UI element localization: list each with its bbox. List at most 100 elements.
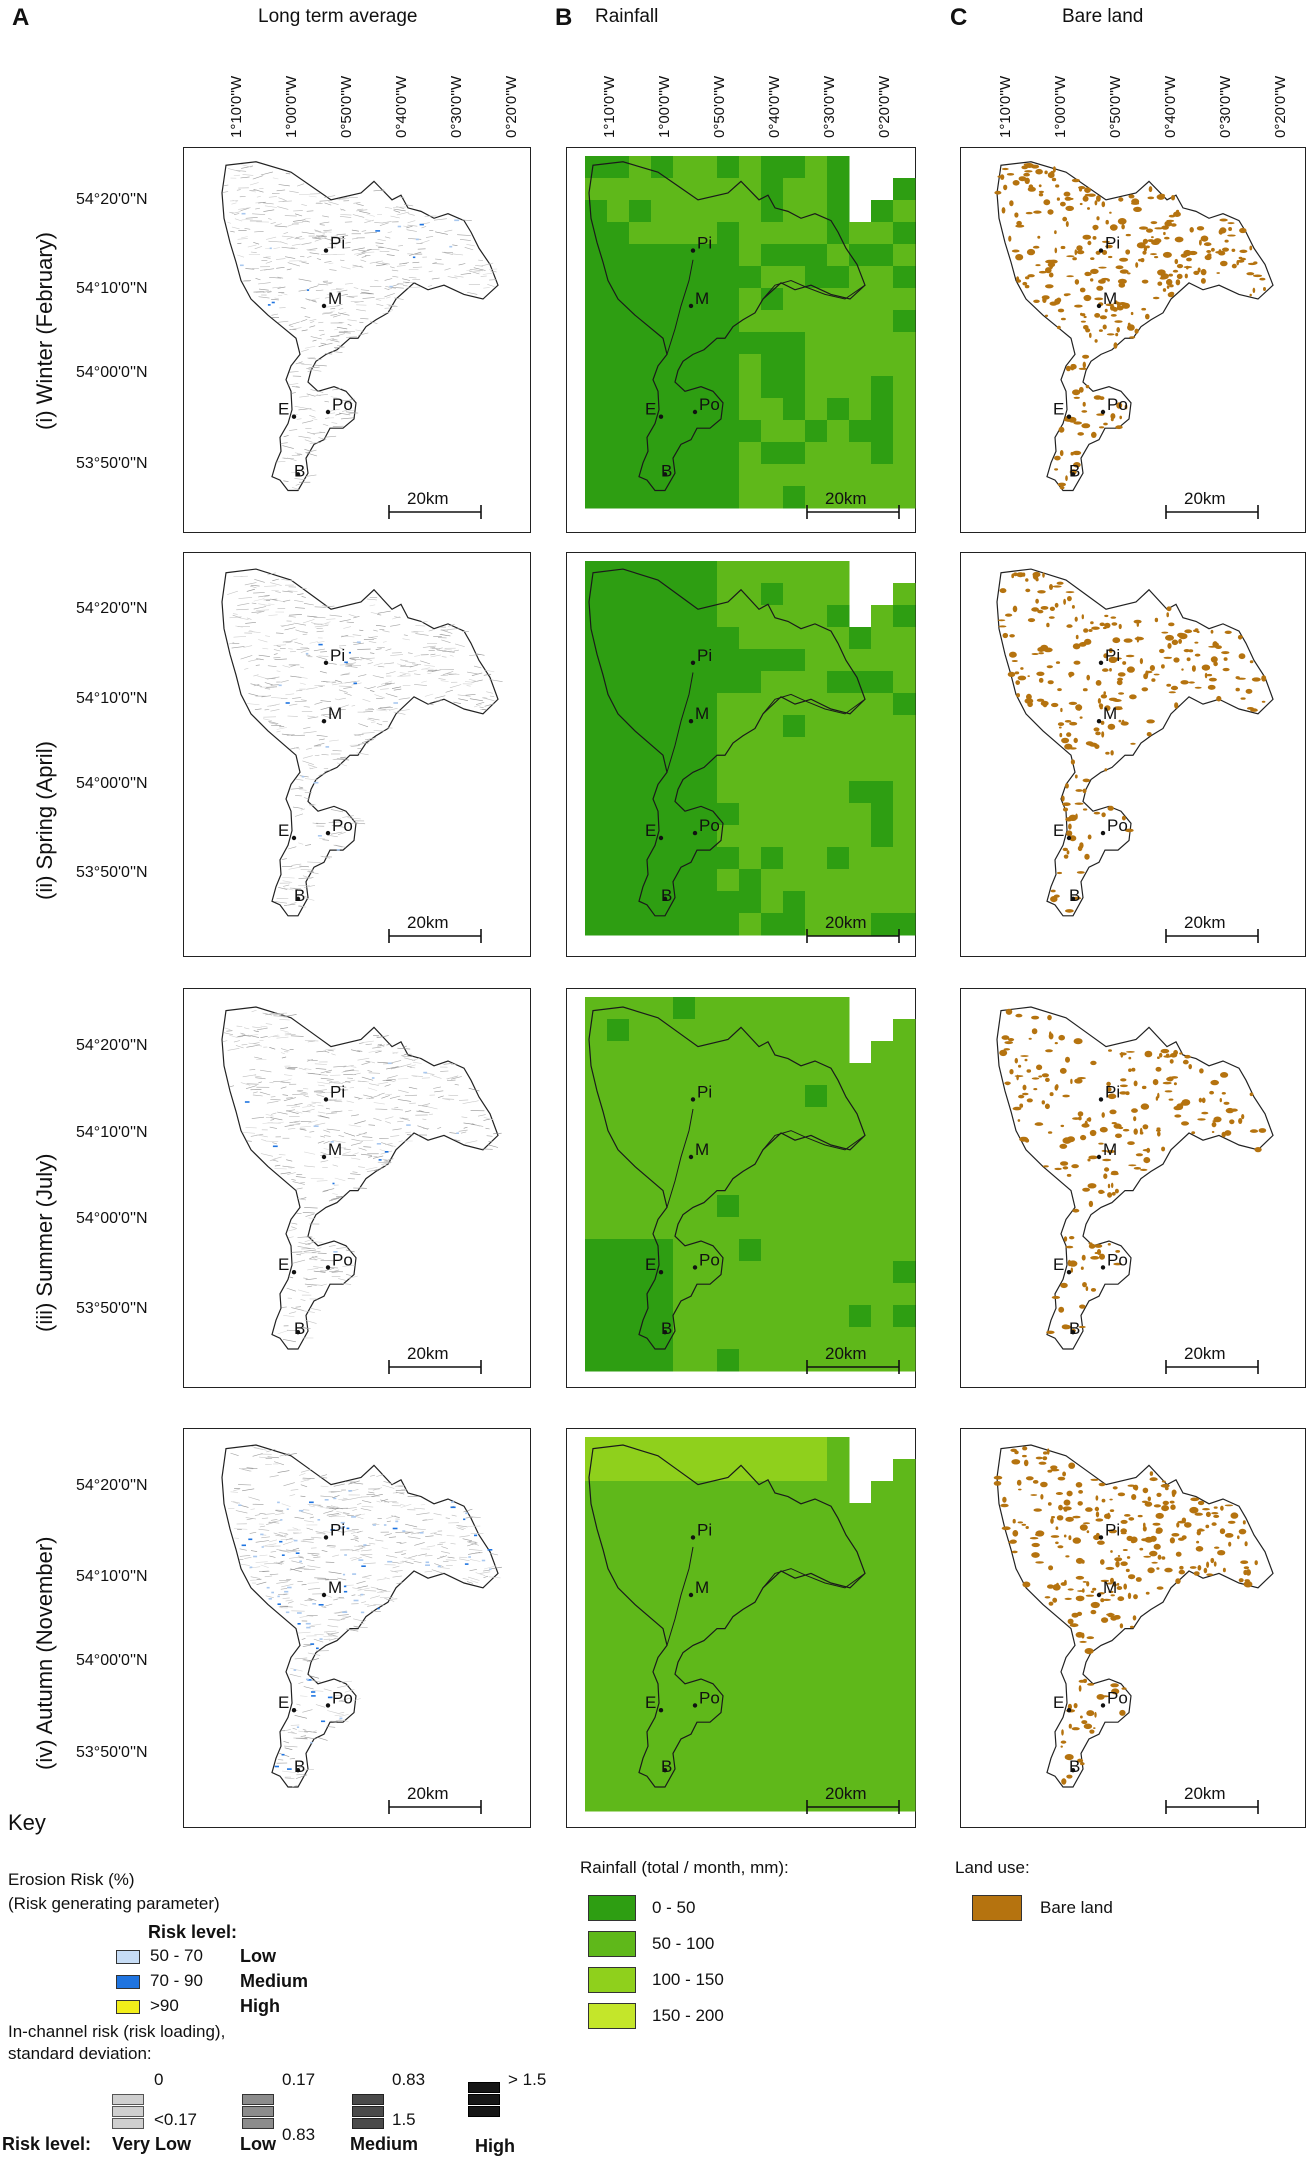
rainfall-cell [871, 1723, 894, 1746]
rainfall-cell [717, 420, 740, 443]
rainfall-cell [607, 1635, 630, 1658]
rainfall-cell [717, 997, 740, 1020]
rainfall-cell [871, 627, 894, 650]
town-marker [325, 830, 331, 836]
rainfall-cell [783, 442, 806, 465]
rainfall-cell [585, 1349, 608, 1372]
rainfall-cell [783, 997, 806, 1020]
rainfall-cell [871, 200, 894, 223]
rainfall-cell [805, 627, 828, 650]
rainfall-cell [871, 1591, 894, 1614]
rainfall-cell [629, 1657, 652, 1680]
rainfall-cell [761, 244, 784, 267]
rainfall-grid [585, 156, 916, 509]
rainfall-cell [849, 420, 872, 443]
rainfall-cell [607, 1305, 630, 1328]
scale-bar-label: 20km [407, 1344, 449, 1363]
rainfall-cell [651, 1613, 674, 1636]
rainfall-cell [739, 266, 762, 289]
rainfall-cell [585, 1217, 608, 1240]
town-label: B [294, 886, 305, 905]
rainfall-cell [607, 420, 630, 443]
rainfall-cell [871, 1283, 894, 1306]
rainfall-cell [849, 1151, 872, 1174]
rainfall-cell [783, 1613, 806, 1636]
rainfall-cell [761, 1679, 784, 1702]
inchannel-low-level: Low [240, 2134, 276, 2154]
inchannel-very-low-swatch [112, 2094, 144, 2130]
rainfall-cell [871, 1327, 894, 1350]
rainfall-cell [673, 1151, 696, 1174]
rainfall-cell [629, 825, 652, 848]
rainfall-cell [673, 1261, 696, 1284]
rainfall-cell [783, 1481, 806, 1504]
town-label: Po [1107, 1688, 1128, 1707]
rainfall-cell [695, 869, 718, 892]
rainfall-cell [849, 1503, 872, 1526]
rainfall-cell [893, 759, 916, 782]
rainfall-cell [629, 649, 652, 672]
rainfall-cell [893, 583, 916, 606]
rainfall-cell [695, 1591, 718, 1614]
rainfall-cell [871, 464, 894, 487]
rainfall-cell [849, 649, 872, 672]
rainfall-cell [849, 1107, 872, 1130]
town-label: M [328, 1578, 342, 1597]
lon-label: 1°10'0''W [228, 75, 245, 138]
rainfall-cell [585, 244, 608, 267]
map-panel-b-1: Pi M E Po B 20km [566, 147, 916, 533]
rainfall-cell [717, 781, 740, 804]
rainfall-cell [893, 266, 916, 289]
rainfall-cell [695, 997, 718, 1020]
rainfall-cell [651, 671, 674, 694]
town-label: Pi [330, 1520, 345, 1539]
rainfall-cell [761, 200, 784, 223]
rainfall-cell [871, 803, 894, 826]
rainfall-range-0-50: 0 - 50 [652, 1898, 696, 1917]
rainfall-cell [629, 1107, 652, 1130]
town-label: Pi [1105, 1520, 1120, 1539]
rainfall-cell [717, 222, 740, 245]
scale-bar-label: 20km [1184, 1784, 1226, 1803]
rainfall-cell [717, 1657, 740, 1680]
rainfall-cell [717, 1085, 740, 1108]
rainfall-cell [717, 1789, 740, 1812]
rainfall-cell [651, 561, 674, 584]
rainfall-cell [893, 671, 916, 694]
rainfall-cell [893, 1745, 916, 1768]
rainfall-cell [761, 1019, 784, 1042]
rainfall-cell [827, 1041, 850, 1064]
map-svg: Pi M E Po B 20km [996, 568, 1274, 943]
rainfall-cell [651, 420, 674, 443]
rainfall-cell [783, 869, 806, 892]
map-panel-b-4: Pi M E Po B 20km [566, 1428, 916, 1828]
rainfall-cell [717, 1217, 740, 1240]
rainfall-cell [783, 464, 806, 487]
rainfall-cell [607, 354, 630, 377]
rainfall-cell [673, 825, 696, 848]
rainfall-cell [761, 178, 784, 201]
rainfall-cell [651, 869, 674, 892]
rainfall-cell [673, 310, 696, 333]
rainfall-cell [717, 1525, 740, 1548]
map-svg: Pi M E Po B 20km [221, 1444, 502, 1814]
rainfall-cell [783, 310, 806, 333]
erosion-high-level: High [240, 1996, 280, 2016]
rainfall-cell [585, 1173, 608, 1196]
rainfall-cell [761, 376, 784, 399]
rainfall-cell [585, 354, 608, 377]
rainfall-cell [585, 178, 608, 201]
rainfall-cell [871, 1613, 894, 1636]
rainfall-cell [607, 1569, 630, 1592]
rainfall-cell [695, 266, 718, 289]
rainfall-cell [805, 244, 828, 267]
rainfall-cell [739, 1107, 762, 1130]
rainfall-cell [805, 1195, 828, 1218]
rainfall-cell [849, 1591, 872, 1614]
rainfall-cell [585, 156, 608, 179]
catchment-outline [588, 1444, 866, 1788]
town-marker [325, 1265, 331, 1270]
rainfall-cell [585, 847, 608, 870]
rainfall-cell [585, 1503, 608, 1526]
town-label: M [695, 704, 709, 723]
